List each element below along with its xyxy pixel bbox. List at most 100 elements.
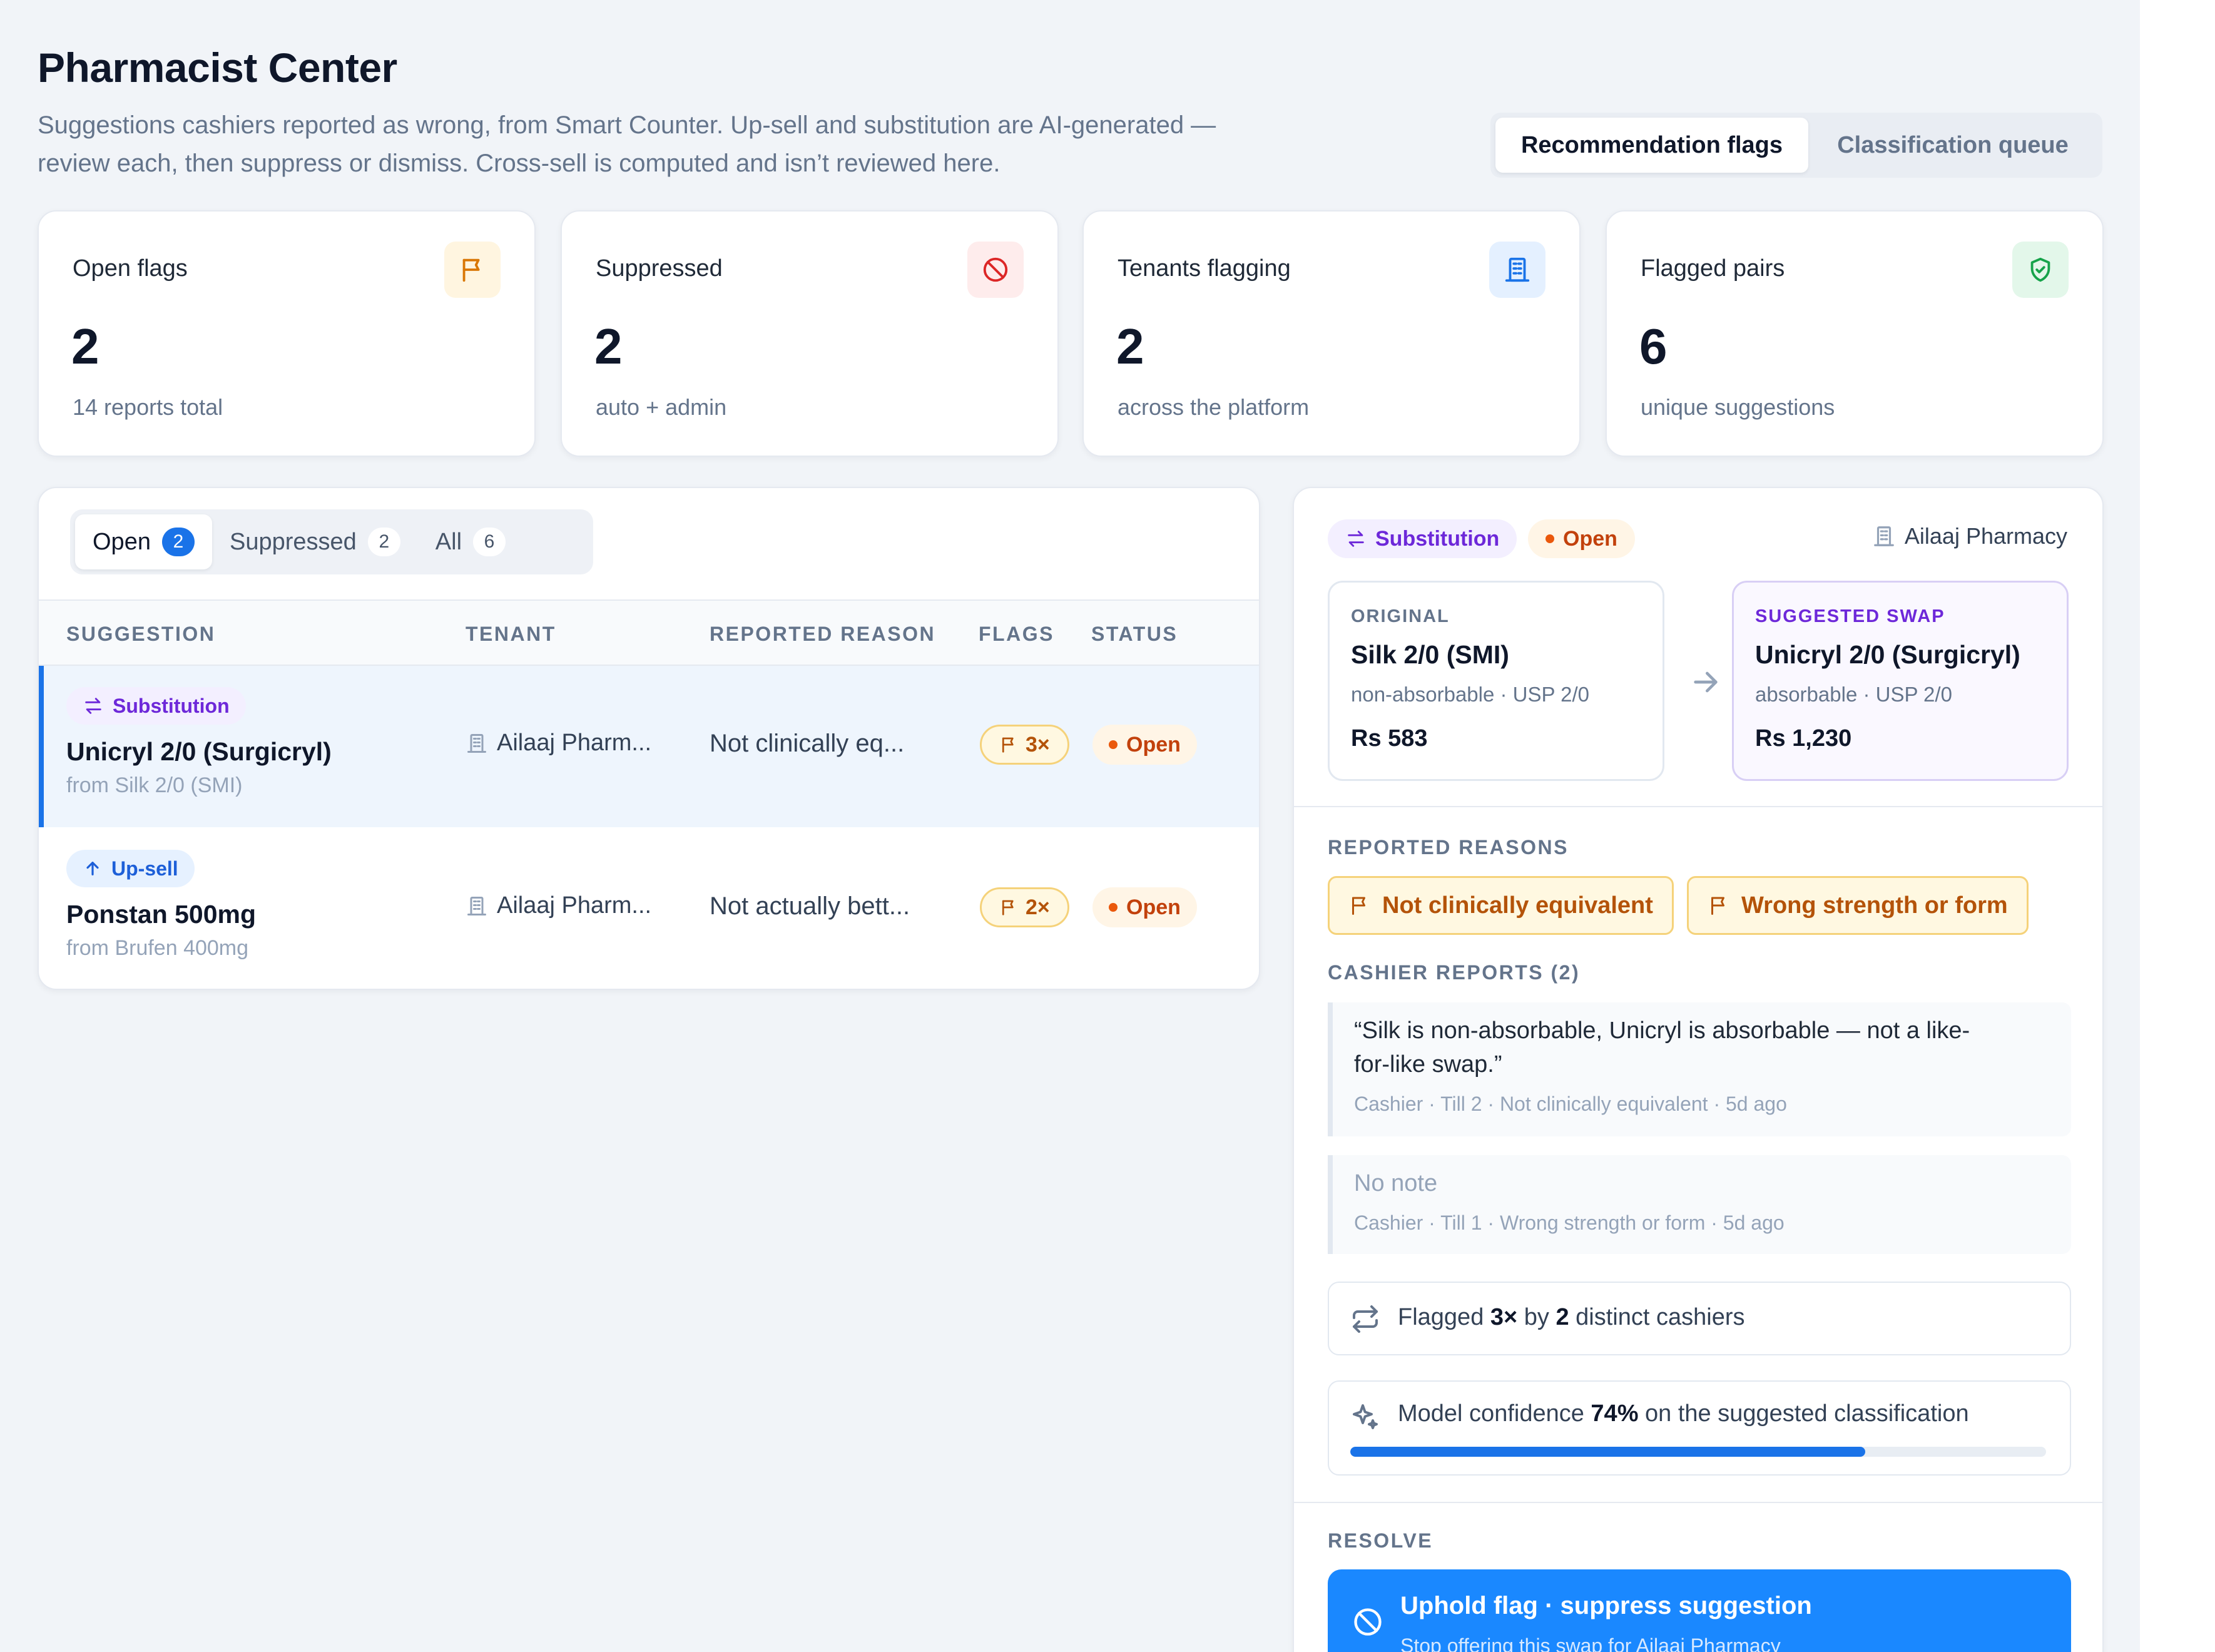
flagged-cashiers: 2: [1556, 1304, 1569, 1330]
stat-sub: auto + admin: [596, 394, 727, 420]
report-meta: Cashier · Till 2 · Not clinically equiva…: [1354, 1093, 1787, 1115]
table-row[interactable]: Up-sell Ponstan 500mg from Brufen 400mg …: [39, 829, 1259, 989]
column-header-status: STATUS: [1091, 622, 1178, 645]
tab-all[interactable]: All 6: [418, 514, 523, 569]
report-meta: Cashier · Till 1 · Wrong strength or for…: [1354, 1211, 1785, 1234]
sparkles-icon: [1353, 1404, 1378, 1429]
reason-cell: Not clinically eq...: [710, 730, 905, 757]
building-icon: [1489, 242, 1545, 298]
product-name: Unicryl 2/0 (Surgicryl): [1755, 640, 2020, 669]
flags-badge: 3×: [980, 725, 1069, 765]
stat-value: 6: [1639, 319, 1668, 374]
tenant-name: Ailaaj Pharm...: [497, 730, 652, 756]
confidence-value: 74%: [1591, 1400, 1639, 1427]
button-subtitle: Stop offering this swap for Ailaaj Pharm…: [1400, 1634, 1781, 1652]
building-icon: [1874, 526, 1894, 546]
divider: [1294, 806, 2102, 807]
cashier-report: “Silk is non-absorbable, Unicryl is abso…: [1328, 1002, 2071, 1136]
tab-suppressed[interactable]: Suppressed 2: [212, 514, 418, 569]
type-badge: Substitution: [1328, 519, 1517, 558]
report-quote-line-2: for-like swap.”: [1354, 1051, 1502, 1078]
flagged-summary: Flagged 3× by 2 distinct cashiers: [1328, 1282, 2071, 1355]
tab-count: 2: [161, 528, 195, 556]
flag-icon: [1002, 737, 1014, 753]
stat-value: 2: [71, 319, 99, 374]
flag-icon: [1002, 900, 1014, 915]
product-meta: absorbable · USP 2/0: [1755, 683, 1952, 706]
stat-sub: unique suggestions: [1641, 394, 1835, 420]
reported-reasons-title: REPORTED REASONS: [1328, 836, 1569, 859]
column-header-suggestion: SUGGESTION: [66, 622, 216, 645]
status-label: Open: [1126, 732, 1181, 757]
tenant-cell: Ailaaj Pharm...: [466, 892, 651, 919]
tab-count: 2: [367, 528, 400, 556]
confidence-prefix: Model confidence: [1398, 1400, 1591, 1427]
type-label: Substitution: [1375, 526, 1500, 551]
stat-label: Tenants flagging: [1118, 255, 1291, 282]
divider: [1294, 1502, 2102, 1503]
tab-classification-queue[interactable]: Classification queue: [1837, 131, 2069, 158]
flag-icon: [1352, 897, 1365, 915]
uphold-flag-button[interactable]: Uphold flag · suppress suggestion Stop o…: [1328, 1569, 2071, 1652]
product-name: Silk 2/0 (SMI): [1351, 640, 1509, 669]
main-area: Pharmacist Center Suggestions cashiers r…: [38, 44, 2104, 1652]
suggestion-from: from Brufen 400mg: [66, 936, 249, 960]
subtitle-line-1: Suggestions cashiers reported as wrong, …: [38, 111, 1216, 139]
reason-chip: Wrong strength or form: [1687, 876, 2029, 935]
cashier-report: No note Cashier · Till 1 · Wrong strengt…: [1328, 1155, 2071, 1254]
cashier-reports-title: CASHIER REPORTS (2): [1328, 961, 1581, 984]
flag-icon: [444, 242, 501, 298]
reason-chip: Not clinically equivalent: [1328, 876, 1674, 935]
suggestion-name: Ponstan 500mg: [66, 900, 257, 929]
tenant-name: Ailaaj Pharm...: [497, 892, 652, 919]
stat-card-tenants: Tenants flagging 2 across the platform: [1082, 210, 1581, 457]
tab-open[interactable]: Open 2: [75, 514, 212, 569]
detail-tenant: Ailaaj Pharmacy: [1872, 523, 2067, 549]
suggested-product-card: SUGGESTED SWAP Unicryl 2/0 (Surgicryl) a…: [1732, 581, 2069, 781]
page-title: Pharmacist Center: [38, 44, 397, 91]
flagged-suffix: distinct cashiers: [1569, 1304, 1745, 1330]
model-confidence: Model confidence 74% on the suggested cl…: [1328, 1380, 2071, 1476]
reason-cell: Not actually bett...: [710, 892, 910, 920]
table-row[interactable]: Substitution Unicryl 2/0 (Surgicryl) fro…: [39, 666, 1259, 827]
status-dot: [1109, 903, 1118, 912]
arrow-right-icon: [1694, 671, 1718, 693]
tab-count: 6: [473, 528, 506, 556]
stat-label: Suppressed: [596, 255, 723, 282]
building-icon: [467, 733, 486, 753]
view-switcher: Recommendation flags Classification queu…: [1490, 113, 2102, 178]
shield-check-icon: [2012, 242, 2069, 298]
repeat-icon: [1353, 1305, 1378, 1333]
tab-recommendation-flags[interactable]: Recommendation flags: [1495, 118, 1808, 173]
product-price: Rs 1,230: [1755, 725, 1852, 752]
arrow-up-icon: [86, 862, 99, 875]
status-tabs: Open 2 Suppressed 2 All 6: [70, 509, 593, 574]
ban-icon: [967, 242, 1024, 298]
detail-panel: Substitution Open Ailaaj Pharmacy ORIGIN…: [1293, 487, 2104, 1652]
report-quote-line-1: No note: [1354, 1170, 1438, 1196]
column-header-reason: REPORTED REASON: [710, 622, 936, 645]
stat-label: Open flags: [73, 255, 188, 282]
tab-label: Suppressed: [229, 528, 357, 555]
original-product-card: ORIGINAL Silk 2/0 (SMI) non-absorbable ·…: [1328, 581, 1664, 781]
status-label: Open: [1126, 895, 1181, 919]
status-label: Open: [1563, 526, 1617, 551]
swap-icon: [85, 698, 101, 714]
flags-list: Open 2 Suppressed 2 All 6 SUGGESTION TEN…: [38, 487, 1260, 990]
resolve-title: RESOLVE: [1328, 1529, 1433, 1552]
product-price: Rs 583: [1351, 725, 1428, 752]
report-quote-line-1: “Silk is non-absorbable, Unicryl is abso…: [1354, 1017, 1970, 1044]
type-label: Substitution: [113, 694, 230, 717]
stat-card-suppressed: Suppressed 2 auto + admin: [561, 210, 1059, 457]
suggestion-from: from Silk 2/0 (SMI): [66, 773, 243, 797]
stat-sub: across the platform: [1118, 394, 1310, 420]
subtitle-line-2: review each, then suppress or dismiss. C…: [38, 150, 1001, 177]
stat-sub: 14 reports total: [73, 394, 223, 420]
reason-label: Not clinically equivalent: [1382, 892, 1653, 919]
flagged-prefix: Flagged: [1398, 1304, 1490, 1330]
status-dot: [1545, 534, 1554, 543]
type-label: Up-sell: [111, 857, 178, 880]
type-badge: Substitution: [66, 687, 246, 725]
status-badge: Open: [1092, 725, 1197, 765]
flag-icon: [1711, 897, 1724, 915]
